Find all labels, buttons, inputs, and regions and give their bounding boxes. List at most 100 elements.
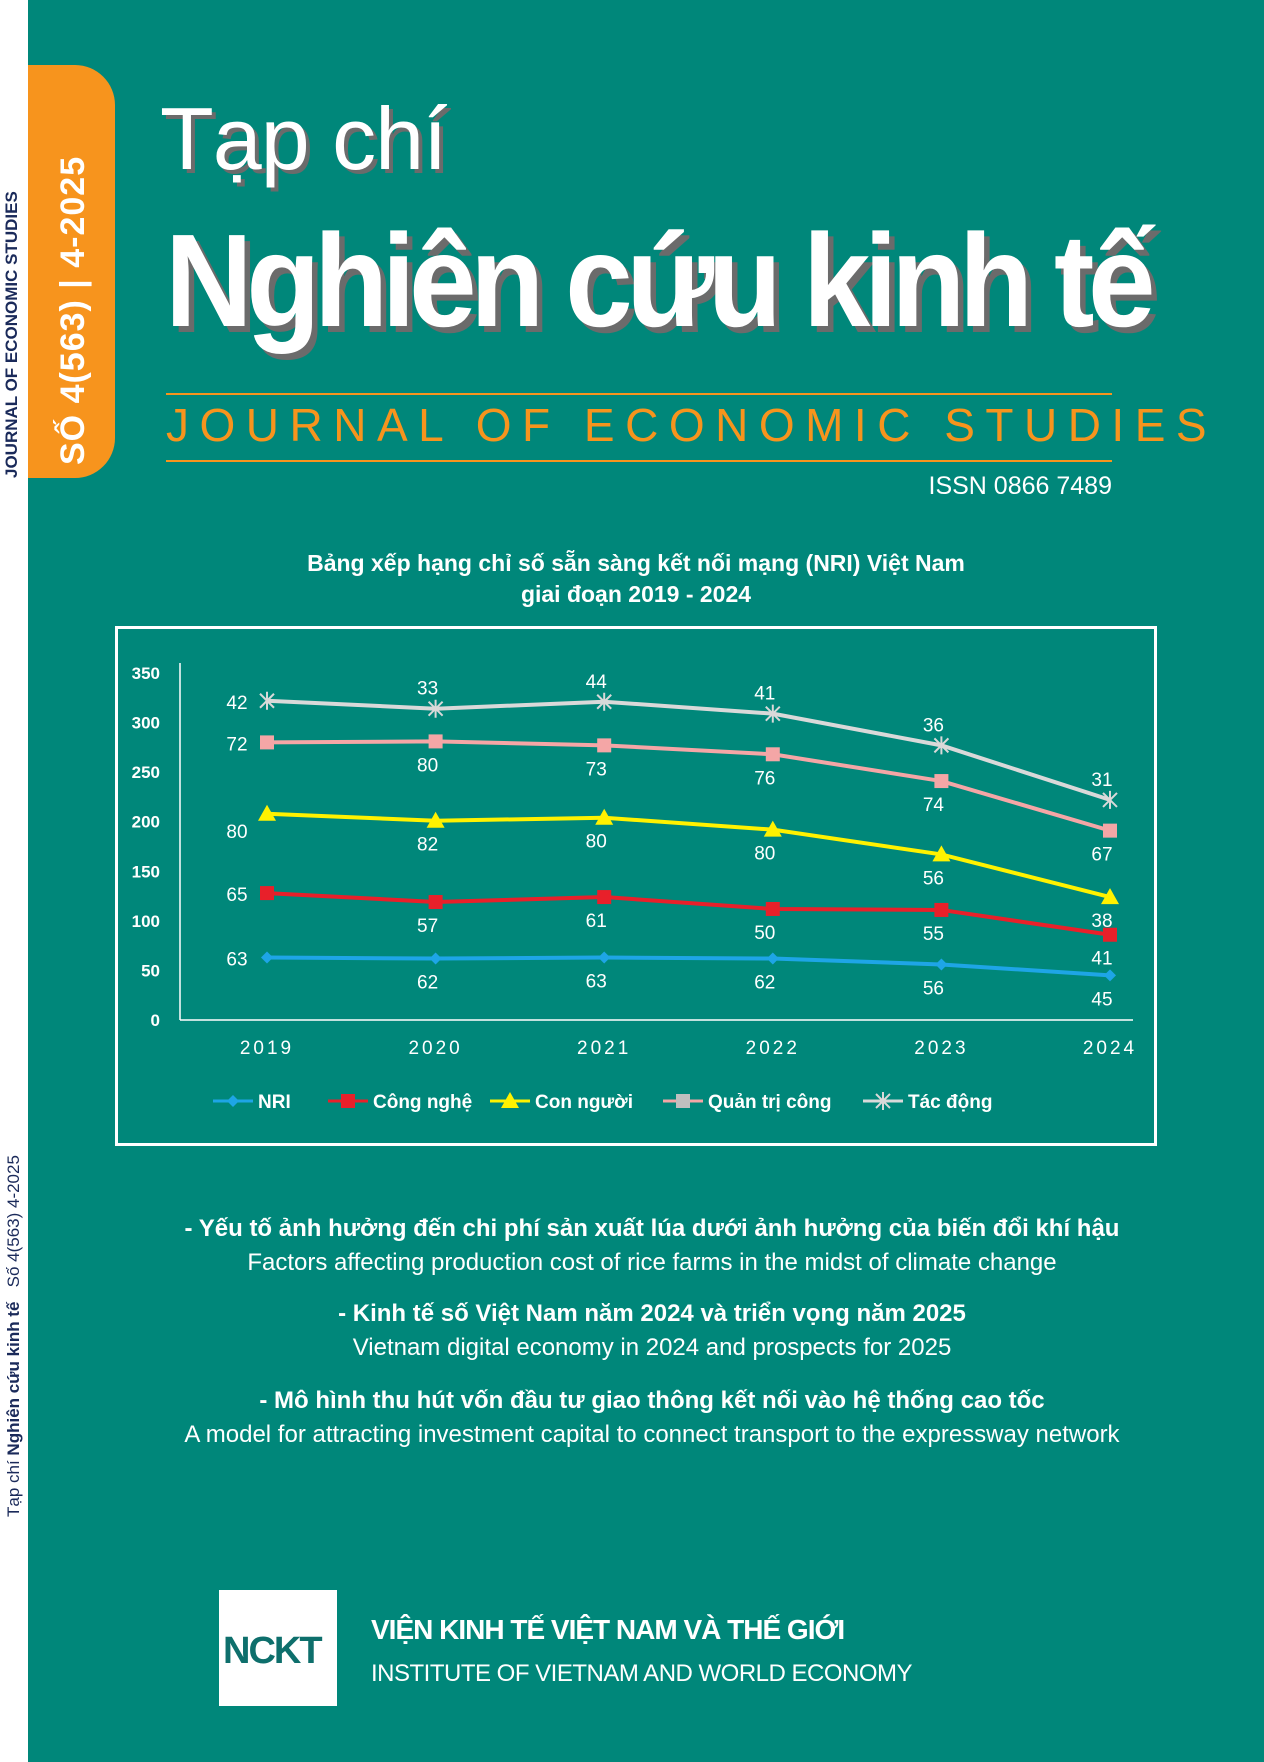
data-label: 50: [754, 923, 775, 944]
spine-issue-info: Tạp chí Nghiên cứu kinh tế Số 4(563) 4-2…: [4, 1155, 24, 1517]
square-marker: [934, 774, 949, 789]
x-tick-label: 2019: [240, 1038, 294, 1059]
x-tick-label: 2021: [577, 1038, 631, 1059]
logo-text: NCKT: [223, 1630, 323, 1672]
data-label: 72: [226, 734, 247, 755]
nckt-logo: NCKT: [219, 1590, 337, 1706]
data-label: 80: [586, 832, 607, 853]
issue-tab: SỐ 4(563) | 4-2025: [28, 65, 115, 478]
data-label: 56: [923, 868, 944, 889]
article-title-en: Factors affecting production cost of ric…: [247, 1249, 1057, 1276]
data-label: 63: [586, 972, 607, 993]
y-tick-label: 0: [151, 1011, 160, 1030]
legend-label: NRI: [258, 1092, 291, 1113]
divider-bottom: [166, 460, 1112, 462]
square-marker: [260, 735, 274, 750]
data-label: 44: [586, 672, 608, 693]
data-label: 80: [417, 755, 438, 776]
star-marker: [933, 736, 950, 755]
masthead-line1: Tạp chí: [160, 89, 447, 188]
chart-title-line2: giai đoạn 2019 - 2024: [520, 581, 752, 607]
data-label: 36: [923, 715, 944, 736]
data-label: 73: [586, 759, 607, 780]
star-marker: [596, 692, 612, 711]
x-tick-label: 2023: [914, 1038, 968, 1059]
diamond-marker: [766, 952, 779, 965]
data-label: 55: [923, 924, 944, 945]
y-tick-label: 150: [132, 862, 160, 881]
data-label: 80: [226, 822, 247, 843]
square-marker: [428, 895, 443, 910]
square-marker: [765, 747, 780, 762]
square-marker: [676, 1094, 690, 1108]
spine-name: Nghiên cứu kinh tế: [4, 1301, 23, 1456]
triangle-marker: [258, 804, 276, 821]
spine-prefix: Tạp chí: [4, 1460, 23, 1517]
y-tick-label: 100: [132, 912, 160, 931]
data-label: 38: [1091, 911, 1112, 932]
square-marker: [428, 734, 443, 749]
series-line-0: [266, 955, 1111, 978]
square-marker: [597, 738, 612, 753]
square-marker: [341, 1094, 355, 1108]
article-item: - Yếu tố ảnh hưởng đến chi phí sản xuất …: [40, 1215, 1264, 1277]
diamond-marker: [261, 951, 273, 964]
series-line-1: [266, 891, 1111, 937]
article-title-en: Vietnam digital economy in 2024 and pros…: [352, 1334, 952, 1361]
square-marker: [1103, 927, 1117, 942]
chart-frame: 0 50 100 150 200 250 300 350 2019 2020 2021 2022 202…: [115, 626, 1157, 1146]
data-label: 31: [1091, 770, 1112, 791]
triangle-marker: [932, 845, 951, 862]
star-marker: [875, 1092, 891, 1110]
y-tick-label: 200: [132, 813, 160, 832]
triangle-marker: [1101, 888, 1119, 905]
series-line-4: [266, 698, 1111, 802]
data-label: 42: [226, 693, 247, 714]
star-marker: [765, 704, 781, 723]
series-line-3: [266, 739, 1111, 833]
diamond-marker: [227, 1095, 239, 1107]
article-title-en: A model for attracting investment capita…: [184, 1421, 1120, 1448]
data-label: 63: [226, 950, 247, 971]
data-label: 61: [586, 911, 607, 932]
series-line-2: [266, 811, 1111, 900]
publisher-name-vi: VIỆN KINH TẾ VIỆT NAM VÀ THẾ GIỚI: [371, 1614, 845, 1645]
nri-chart: 0 50 100 150 200 250 300 350 2019 2020 2021 2022 202…: [132, 663, 1134, 1113]
diamond-marker: [1104, 969, 1116, 982]
square-marker: [597, 890, 612, 905]
star-marker: [1102, 790, 1118, 809]
triangle-marker: [501, 1092, 519, 1108]
article-title-vi: - Kinh tế số Việt Nam năm 2024 và triển …: [338, 1300, 966, 1327]
legend-label: Quản trị công: [708, 1092, 832, 1113]
y-tick-label: 350: [132, 664, 160, 683]
legend-label: Tác động: [908, 1092, 992, 1113]
square-marker: [1103, 823, 1117, 838]
masthead-english: JOURNAL OF ECONOMIC STUDIES: [166, 399, 1218, 451]
x-tick-label: 2022: [746, 1038, 800, 1059]
data-label: 41: [1091, 949, 1112, 970]
data-label: 62: [417, 973, 438, 994]
data-label: 65: [226, 885, 247, 906]
square-marker: [260, 886, 274, 901]
y-tick-label: 250: [132, 763, 160, 782]
triangle-marker: [595, 808, 614, 825]
x-tick-label: 2020: [408, 1038, 462, 1059]
data-label: 57: [417, 916, 438, 937]
divider-top: [166, 393, 1112, 395]
publisher-name-en: INSTITUTE OF VIETNAM AND WORLD ECONOMY: [371, 1660, 913, 1687]
legend-label: Con người: [535, 1092, 633, 1113]
triangle-marker: [426, 811, 445, 828]
legend-label: Công nghệ: [373, 1092, 472, 1113]
chart-title: Bảng xếp hạng chỉ số sẵn sàng kết nối mạ…: [115, 548, 1157, 610]
data-label: 76: [754, 768, 775, 789]
square-marker: [765, 901, 780, 916]
data-label: 45: [1091, 989, 1112, 1010]
triangle-marker: [763, 820, 782, 837]
article-item: - Kinh tế số Việt Nam năm 2024 và triển …: [40, 1300, 1264, 1362]
y-tick-label: 50: [141, 961, 160, 980]
masthead-title: Nghiên cứu kinh tế: [165, 207, 1156, 354]
data-label: 62: [754, 973, 775, 994]
data-label: 56: [923, 978, 944, 999]
diamond-marker: [429, 952, 442, 965]
article-item: - Mô hình thu hút vốn đầu tư giao thông …: [40, 1387, 1264, 1449]
